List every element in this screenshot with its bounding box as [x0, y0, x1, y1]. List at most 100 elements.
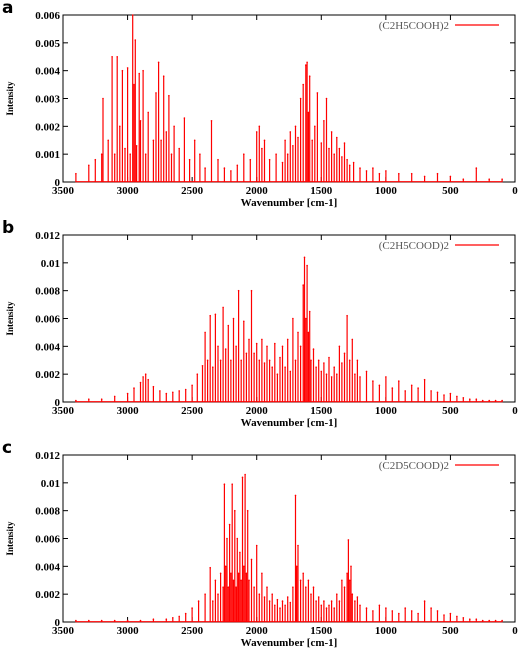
data-point: [135, 145, 138, 147]
data-point: [222, 586, 224, 588]
panel-label: b: [2, 218, 14, 238]
data-point: [147, 378, 149, 381]
chart-panel-c: c 0 0.002 0.004 0.006 0.008 0.01 0.012 3500 3000 2…: [2, 438, 518, 649]
data-point: [230, 170, 232, 172]
data-point: [196, 373, 199, 376]
data-point: [423, 175, 426, 178]
data-point: [292, 317, 294, 320]
data-point: [239, 551, 241, 554]
data-point: [346, 314, 348, 317]
data-point: [243, 320, 245, 323]
data-point: [204, 331, 206, 334]
data-point: [449, 612, 452, 615]
data-point: [261, 147, 263, 150]
data-point: [352, 161, 355, 164]
data-point: [378, 172, 381, 175]
data-point: [246, 509, 249, 512]
data-point: [351, 338, 354, 341]
data-point: [323, 600, 325, 602]
data-point: [449, 392, 452, 395]
data-point: [501, 178, 503, 180]
data-point: [469, 398, 471, 401]
chart-panel-b: b 0 0.002 0.004 0.006 0.008 0.01 0.012 3500 3000 2…: [2, 218, 518, 429]
data-point: [155, 92, 157, 94]
data-point: [183, 117, 186, 119]
data-point: [281, 161, 284, 164]
data-point: [258, 359, 261, 362]
data-point: [165, 131, 168, 133]
data-point: [119, 125, 121, 128]
x-tick-label: 1500: [310, 405, 333, 417]
data-point: [162, 75, 165, 77]
data-point: [488, 619, 491, 622]
data-point: [481, 399, 484, 402]
data-point: [184, 388, 187, 391]
y-axis-title: Intensity: [5, 521, 15, 556]
data-point: [417, 387, 419, 389]
y-tick-label: 0.01: [41, 478, 60, 490]
data-point: [138, 72, 140, 75]
x-tick-label: 2000: [246, 185, 269, 197]
data-point: [253, 352, 255, 355]
data-point: [325, 97, 328, 100]
data-point: [142, 69, 144, 72]
data-point: [341, 579, 343, 582]
data-point: [328, 604, 330, 607]
data-point: [372, 380, 374, 382]
panel-label: c: [2, 438, 12, 458]
data-point: [124, 147, 126, 150]
data-point: [410, 172, 413, 175]
data-point: [152, 385, 155, 388]
data-point: [276, 598, 279, 601]
data-point: [230, 572, 232, 575]
x-tick-label: 3000: [117, 185, 140, 197]
data-point: [263, 596, 266, 598]
y-tick-label: 0.005: [35, 38, 60, 50]
data-point: [391, 387, 394, 389]
data-point: [294, 125, 297, 128]
data-point: [359, 604, 361, 607]
data-point: [443, 394, 445, 396]
data-point: [307, 579, 310, 582]
y-tick-label: 0.001: [35, 149, 60, 161]
data-point: [365, 370, 368, 373]
data-point: [343, 586, 346, 588]
data-point: [346, 572, 348, 575]
data-point: [325, 607, 328, 609]
data-point: [302, 83, 305, 86]
data-point: [494, 619, 497, 622]
data-point: [305, 317, 307, 320]
x-tick-label: 2000: [246, 405, 269, 417]
data-point: [469, 618, 471, 620]
y-tick-label: 0.008: [35, 286, 60, 298]
data-point: [250, 558, 253, 561]
data-point: [214, 313, 217, 316]
data-point: [113, 619, 116, 622]
data-point: [351, 593, 354, 595]
data-point: [217, 593, 219, 595]
data-point: [404, 607, 407, 609]
y-tick-label: 0.008: [35, 506, 60, 518]
data-point: [268, 359, 271, 362]
data-point: [336, 593, 338, 595]
data-point: [359, 167, 361, 169]
data-point: [217, 158, 219, 161]
x-tick-label: 0: [512, 625, 518, 637]
data-point: [346, 158, 348, 161]
data-point: [456, 615, 458, 618]
data-point: [243, 153, 245, 155]
data-point: [338, 147, 341, 150]
data-point: [240, 359, 242, 362]
data-point: [184, 612, 187, 615]
data-point: [292, 145, 294, 147]
data-point: [297, 136, 299, 139]
data-point: [348, 579, 351, 582]
data-point: [248, 579, 250, 582]
data-point: [255, 544, 258, 547]
data-point: [310, 359, 312, 362]
data-point: [410, 610, 413, 612]
data-point: [449, 175, 452, 178]
data-point: [325, 373, 328, 376]
data-point: [312, 586, 315, 588]
data-point: [350, 565, 352, 568]
